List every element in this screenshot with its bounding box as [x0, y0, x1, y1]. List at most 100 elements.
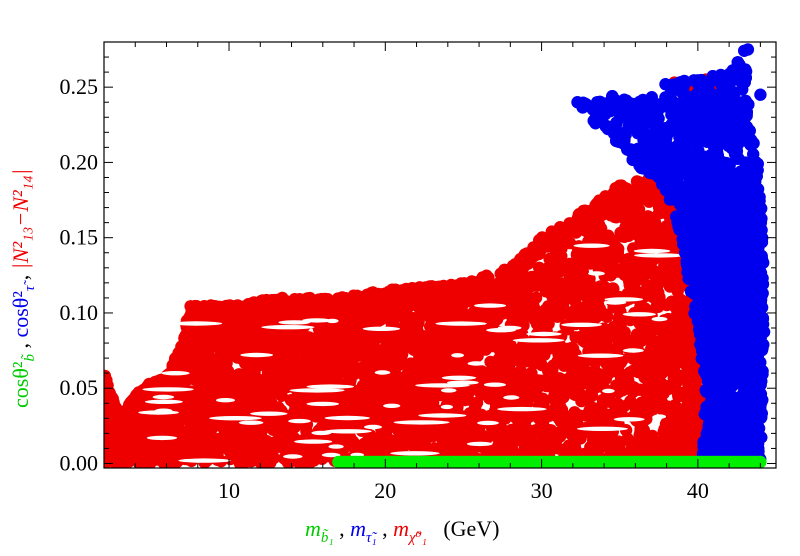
red-point: [444, 287, 458, 300]
red-point: [670, 402, 683, 415]
red-point: [560, 421, 573, 434]
red-point: [232, 368, 246, 381]
series-1: [104, 73, 720, 468]
red-point: [237, 332, 251, 345]
plot-area: [104, 43, 771, 468]
red-point: [649, 401, 662, 414]
red-point: [562, 284, 575, 298]
red-point: [174, 440, 188, 454]
gap-mark: [653, 414, 666, 419]
gap-mark: [603, 300, 627, 305]
red-point: [607, 323, 620, 336]
red-point: [677, 310, 690, 324]
gap-mark: [170, 321, 223, 326]
gap-mark: [651, 316, 668, 322]
red-point: [641, 440, 654, 454]
gap-mark: [486, 328, 516, 333]
red-point: [232, 385, 245, 398]
red-point: [641, 349, 655, 363]
red-point: [220, 342, 233, 355]
red-point: [350, 290, 364, 303]
red-point: [574, 330, 587, 344]
red-point: [618, 326, 631, 339]
gap-mark: [144, 399, 183, 404]
red-point: [106, 395, 120, 408]
red-point: [666, 319, 679, 332]
red-point: [684, 427, 697, 441]
red-point: [132, 389, 145, 402]
red-point: [511, 420, 525, 433]
red-point: [355, 439, 368, 452]
gap-mark: [161, 371, 190, 376]
red-point: [498, 429, 511, 442]
red-point: [624, 256, 637, 269]
red-point: [600, 436, 613, 450]
red-point: [441, 341, 454, 354]
gap-mark: [146, 435, 178, 441]
red-point: [166, 359, 180, 373]
gap-mark: [622, 348, 644, 353]
red-point: [584, 300, 597, 313]
red-point: [590, 283, 603, 297]
gap-mark: [178, 458, 231, 463]
red-point: [533, 273, 546, 287]
red-point: [489, 370, 502, 383]
red-point: [188, 349, 201, 362]
red-point: [521, 309, 534, 322]
red-point: [220, 328, 233, 341]
red-point: [247, 365, 260, 379]
red-point: [587, 329, 601, 343]
red-point: [587, 441, 601, 454]
gap-mark: [503, 395, 520, 400]
gap-mark: [418, 413, 467, 418]
red-point: [344, 401, 357, 414]
red-point: [224, 452, 237, 466]
red-point: [562, 410, 575, 423]
red-point: [576, 272, 590, 285]
red-point: [194, 408, 208, 421]
red-point: [332, 344, 346, 357]
red-point: [670, 423, 683, 437]
gap-mark: [441, 375, 477, 380]
gap-mark: [602, 388, 615, 394]
red-point: [261, 365, 275, 379]
gap-mark: [447, 380, 479, 385]
gap-mark: [283, 454, 303, 459]
gap-mark: [261, 325, 315, 330]
red-point: [529, 424, 542, 437]
red-point: [425, 329, 438, 343]
red-point: [104, 421, 112, 434]
red-point: [627, 242, 640, 255]
red-point: [648, 188, 661, 201]
red-point: [593, 403, 606, 417]
red-point: [537, 239, 550, 252]
gap-mark: [216, 398, 235, 403]
red-point: [384, 351, 398, 364]
gap-mark: [306, 401, 340, 407]
red-point: [605, 282, 619, 295]
gap-mark: [588, 271, 605, 276]
red-point: [358, 378, 372, 391]
red-point: [545, 405, 559, 419]
red-point: [574, 368, 587, 382]
red-point: [509, 258, 522, 271]
red-point: [137, 425, 151, 438]
red-point: [451, 328, 465, 341]
red-point: [415, 290, 429, 303]
red-point: [654, 232, 667, 245]
red-point: [531, 443, 545, 456]
gap-mark: [613, 417, 645, 422]
gap-mark: [526, 331, 562, 337]
red-point: [371, 432, 384, 445]
red-point: [503, 347, 516, 360]
gap-mark: [512, 338, 565, 343]
gap-mark: [634, 253, 685, 258]
red-point: [344, 373, 357, 387]
gap-mark: [573, 243, 610, 248]
red-point: [342, 320, 355, 334]
gap-mark: [138, 410, 180, 415]
red-point: [374, 344, 387, 358]
red-point: [532, 412, 546, 425]
gap-mark: [467, 361, 485, 366]
